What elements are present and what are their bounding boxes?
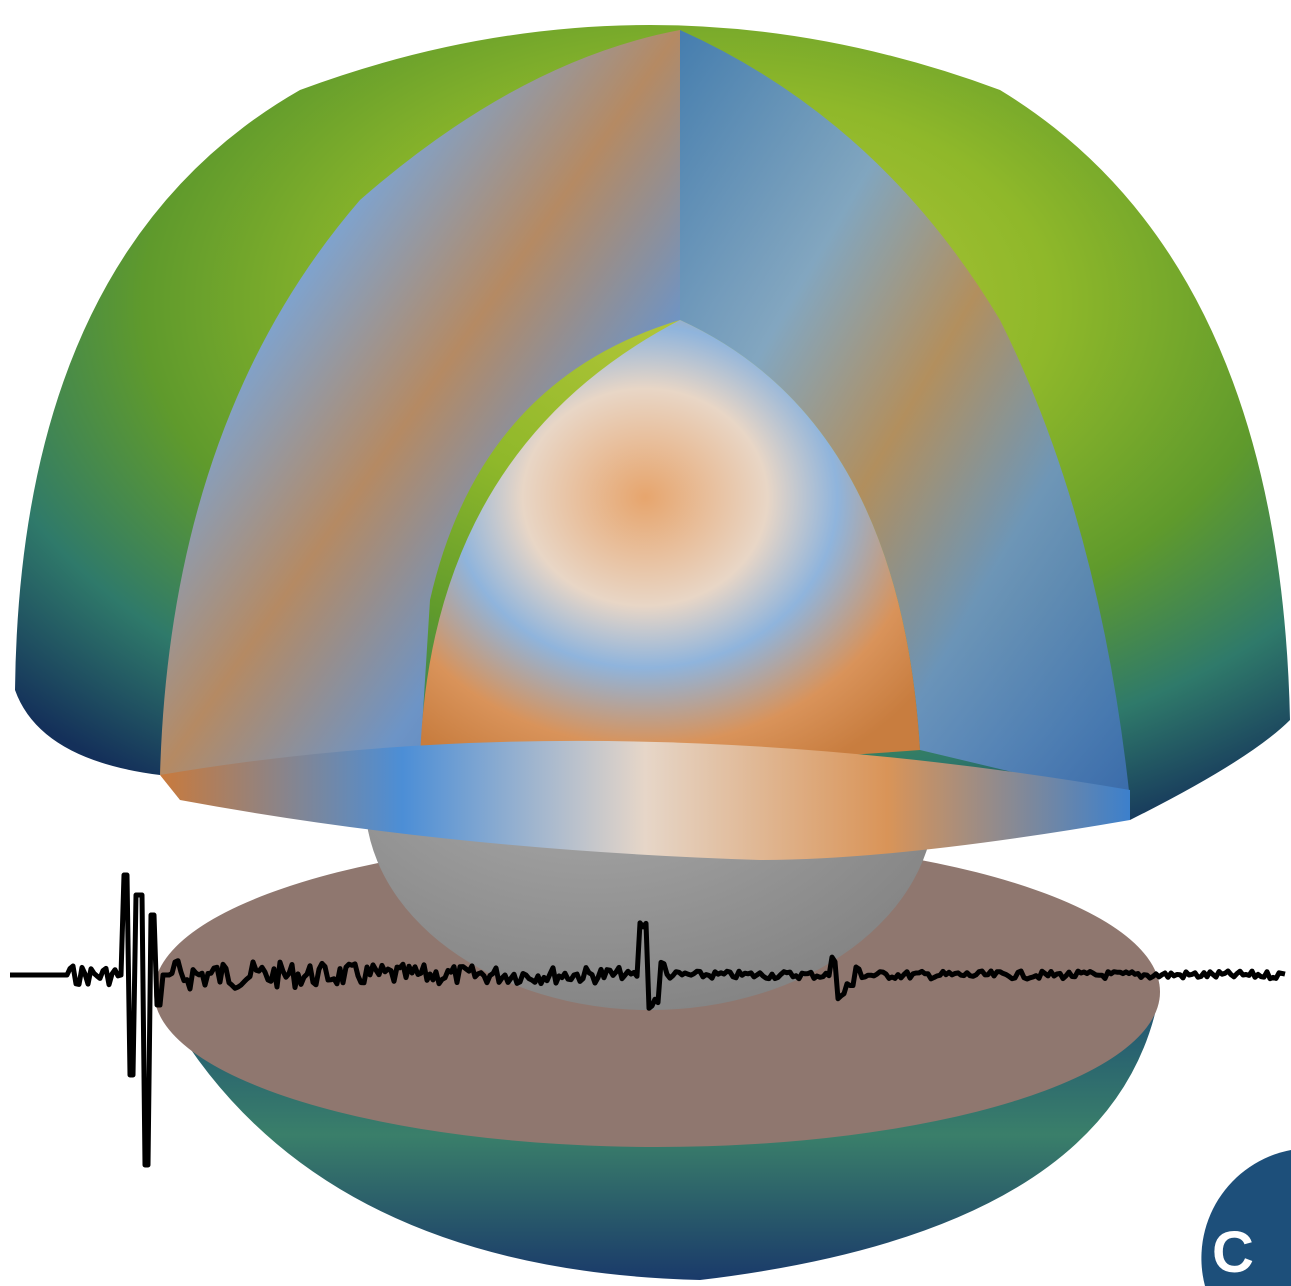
page: C (() => { const data = JSON.parse(docum… xyxy=(0,0,1291,1286)
earth-illustration: C xyxy=(0,0,1291,1286)
logo-text: C xyxy=(1212,1220,1254,1285)
